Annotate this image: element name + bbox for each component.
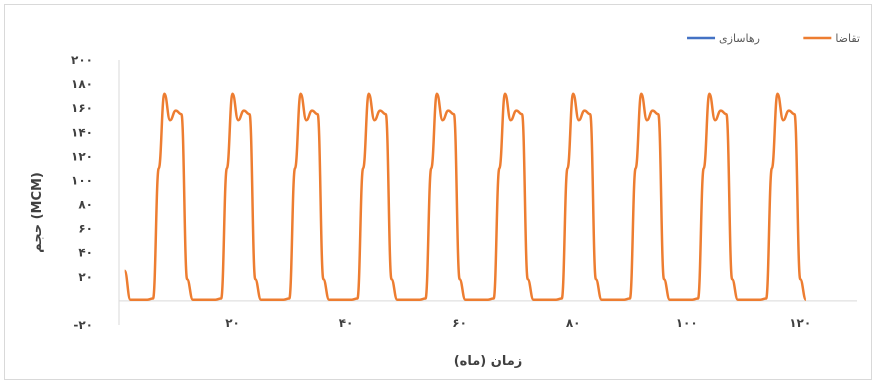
x-axis-ticks: ۲۰ ۴۰ ۶۰ ۸۰ ۱۰۰ ۱۲۰ — [225, 316, 811, 330]
x-axis-title: زمان (ماه) — [454, 354, 523, 369]
x-tick-label: ۱۲۰ — [789, 316, 811, 330]
y-tick-label: ۱۰۰ — [71, 173, 93, 187]
y-tick-label: ۸۰ — [78, 198, 93, 212]
x-tick-label: ۱۰۰ — [676, 316, 698, 330]
x-tick-label: ۶۰ — [452, 316, 467, 330]
y-tick-label: ۶۰ — [78, 222, 93, 236]
y-tick-label: ۱۴۰ — [71, 125, 93, 139]
series-line — [123, 92, 808, 301]
legend-label: تقاضا — [835, 32, 860, 45]
chart-frame: تقاضا رهاسازی -۲۰ ۲۰ ۴۰ ۶۰ ۸۰ ۱۰۰ ۱۲۰ ۱۴۰ ۱۶۰ ۱۸۰ ۲… — [4, 4, 872, 380]
y-axis-title: حجم (MCM) — [30, 172, 45, 253]
legend: تقاضا رهاسازی — [687, 32, 860, 45]
x-tick-label: ۸۰ — [566, 316, 581, 330]
y-tick-label: ۲۰ — [78, 270, 93, 284]
line-chart: تقاضا رهاسازی -۲۰ ۲۰ ۴۰ ۶۰ ۸۰ ۱۰۰ ۱۲۰ ۱۴۰ ۱۶۰ ۱۸۰ ۲… — [30, 32, 860, 369]
plot-lines — [123, 92, 808, 301]
y-tick-label: ۱۶۰ — [71, 101, 93, 115]
y-tick-label: ۲۰۰ — [71, 53, 93, 67]
x-tick-label: ۴۰ — [339, 316, 354, 330]
y-tick-label: ۱۲۰ — [71, 149, 93, 163]
y-tick-label: -۲۰ — [73, 318, 93, 332]
x-tick-label: ۲۰ — [225, 316, 240, 330]
y-axis-ticks: -۲۰ ۲۰ ۴۰ ۶۰ ۸۰ ۱۰۰ ۱۲۰ ۱۴۰ ۱۶۰ ۱۸۰ ۲۰۰ — [71, 53, 93, 332]
legend-label: رهاسازی — [719, 32, 760, 45]
y-tick-label: ۱۸۰ — [71, 77, 93, 91]
y-tick-label: ۴۰ — [78, 246, 93, 260]
